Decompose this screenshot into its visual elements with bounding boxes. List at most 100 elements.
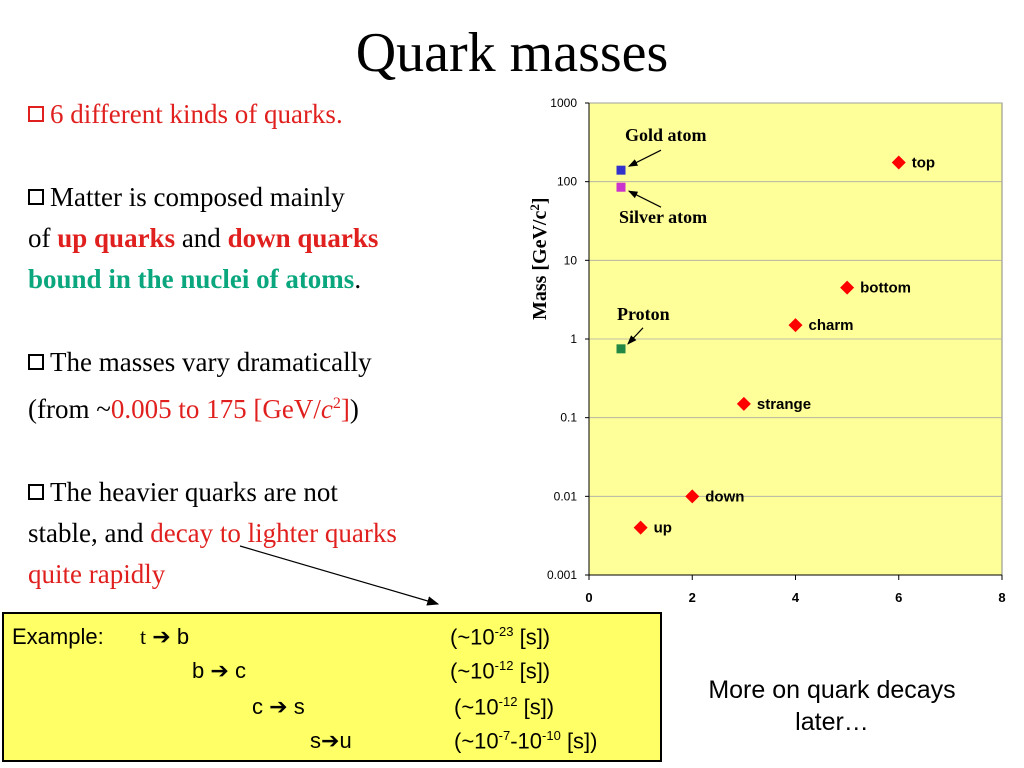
proton-label: Proton — [617, 304, 670, 324]
quark-label-up: up — [654, 520, 672, 537]
bullet-3: The masses vary dramatically (from ~0.00… — [28, 342, 508, 430]
bullet-2-of: of — [28, 223, 51, 253]
time-unit: [s]) — [519, 658, 551, 684]
time-mid: -10 — [510, 728, 543, 754]
time-prefix: (~10 — [450, 658, 495, 684]
proton-arrow — [627, 327, 644, 345]
x-tick-label: 8 — [998, 590, 1005, 605]
time-unit: [s]) — [566, 728, 598, 754]
arrow-right-icon: ➔ — [269, 694, 288, 719]
reference-point — [616, 182, 626, 192]
quark-point-top — [891, 155, 906, 170]
bullet-4-stable: stable, and — [28, 518, 144, 548]
x-tick-label: 0 — [585, 590, 592, 605]
quark-point-strange — [736, 396, 751, 411]
y-tick-label: 0.001 — [547, 568, 577, 582]
x-tick-label: 2 — [689, 590, 696, 605]
decay-2-to: c — [234, 658, 246, 683]
quark-point-charm — [788, 318, 803, 333]
y-tick-label: 10 — [564, 253, 578, 267]
arrow-right-icon: ➔ — [210, 658, 229, 683]
example-label: Example: — [12, 624, 104, 649]
decay-4-to: u — [339, 728, 352, 753]
decay-2-time: (~10-12 [s]) — [450, 658, 550, 684]
time-prefix: (~10 — [454, 694, 499, 720]
decay-4-time: (~10-7-10-10 [s]) — [454, 728, 598, 754]
quark-point-up — [633, 520, 648, 535]
decay-4-from: s — [310, 728, 321, 753]
bullet-2-bound: bound in the nuclei of atoms — [28, 264, 355, 294]
bullet-4-rapidly: quite rapidly — [28, 559, 166, 589]
quark-point-down — [685, 489, 700, 504]
decay-3-from: c — [252, 694, 263, 719]
bullet-1-text: 6 different kinds of quarks. — [50, 99, 343, 129]
example-row-4: s➔u — [310, 728, 352, 754]
quark-label-strange: strange — [757, 396, 811, 413]
time-exp: -10 — [542, 728, 561, 743]
bullet-3-close: ) — [349, 394, 359, 424]
y-axis-label: Mass [GeV/c2] — [527, 197, 551, 320]
time-prefix: (~10 — [454, 728, 499, 754]
decay-1-time: (~10-23 [s]) — [450, 624, 550, 650]
bullet-4-decay: decay to lighter quarks — [150, 518, 397, 548]
x-tick-label: 6 — [895, 590, 902, 605]
time-prefix: (~10 — [450, 624, 495, 650]
gold-atom-arrow — [627, 149, 662, 167]
bullet-3-range: 0.005 to 175 [GeV/ — [110, 394, 321, 424]
bullet-1: 6 different kinds of quarks. — [28, 94, 508, 135]
time-unit: [s]) — [519, 624, 551, 650]
decays-later-note: More on quark decays later… — [708, 676, 956, 736]
silver-atom-arrow — [627, 190, 662, 208]
y-tick-label: 100 — [557, 175, 577, 189]
quark-label-top: top — [912, 155, 935, 172]
arrow-right-icon: ➔ — [152, 624, 171, 649]
bullet-2: Matter is composed mainly of up quarks a… — [28, 177, 508, 300]
y-axis-label-close: ] — [529, 197, 551, 204]
bullet-3-sup: 2 — [332, 395, 341, 412]
silver-atom-label: Silver atom — [619, 207, 707, 227]
quark-point-bottom — [840, 280, 855, 295]
decay-3-time: (~10-12 [s]) — [454, 694, 554, 720]
arrow-right-icon: ➔ — [321, 728, 340, 753]
decay-3-to: s — [293, 694, 305, 719]
bullet-2-up: up quarks — [57, 223, 176, 253]
gold-atom-label: Gold atom — [625, 125, 707, 145]
checkbox-bullet-icon — [28, 189, 44, 205]
time-unit: [s]) — [523, 694, 555, 720]
y-tick-label: 0.01 — [554, 489, 578, 503]
bullet-2-period: . — [354, 264, 362, 294]
slide-title: Quark masses — [355, 22, 669, 84]
time-exp: -12 — [494, 658, 514, 673]
bullet-2-down: down quarks — [227, 223, 379, 253]
decay-example-box: Example: t ➔ b (~10-23 [s]) b ➔ c (~10-1… — [2, 612, 662, 762]
bullet-2-and: and — [181, 223, 221, 253]
reference-point — [616, 165, 626, 175]
y-axis-label-sup: 2 — [527, 204, 542, 211]
time-exp: -23 — [494, 624, 514, 639]
checkbox-bullet-icon — [28, 106, 44, 122]
y-tick-label: 1000 — [550, 96, 577, 110]
bullet-3-bracket: ] — [340, 394, 350, 424]
x-tick-label: 4 — [792, 590, 800, 605]
bullet-3-line1: The masses vary dramatically — [50, 347, 372, 377]
decay-1-to: b — [176, 624, 190, 649]
time-exp: -12 — [498, 694, 518, 709]
example-row-3: c ➔ s — [252, 694, 305, 720]
quark-label-charm: charm — [809, 317, 854, 334]
bullet-4-line1: The heavier quarks are not — [50, 477, 338, 507]
quark-label-bottom: bottom — [860, 280, 911, 297]
bullet-2-line1: Matter is composed mainly — [50, 182, 345, 212]
bullet-3-c: c — [320, 394, 333, 424]
decay-2-from: b — [192, 658, 205, 683]
time-exp: -7 — [498, 728, 511, 743]
reference-point — [616, 344, 626, 354]
example-row-1: t ➔ b — [140, 624, 189, 650]
checkbox-bullet-icon — [28, 484, 44, 500]
quark-label-down: down — [705, 488, 744, 505]
bullet-4: The heavier quarks are not stable, and d… — [28, 472, 508, 595]
bullet-list: 6 different kinds of quarks. Matter is c… — [28, 94, 508, 637]
decay-1-from: t — [140, 624, 147, 649]
checkbox-bullet-icon — [28, 354, 44, 370]
